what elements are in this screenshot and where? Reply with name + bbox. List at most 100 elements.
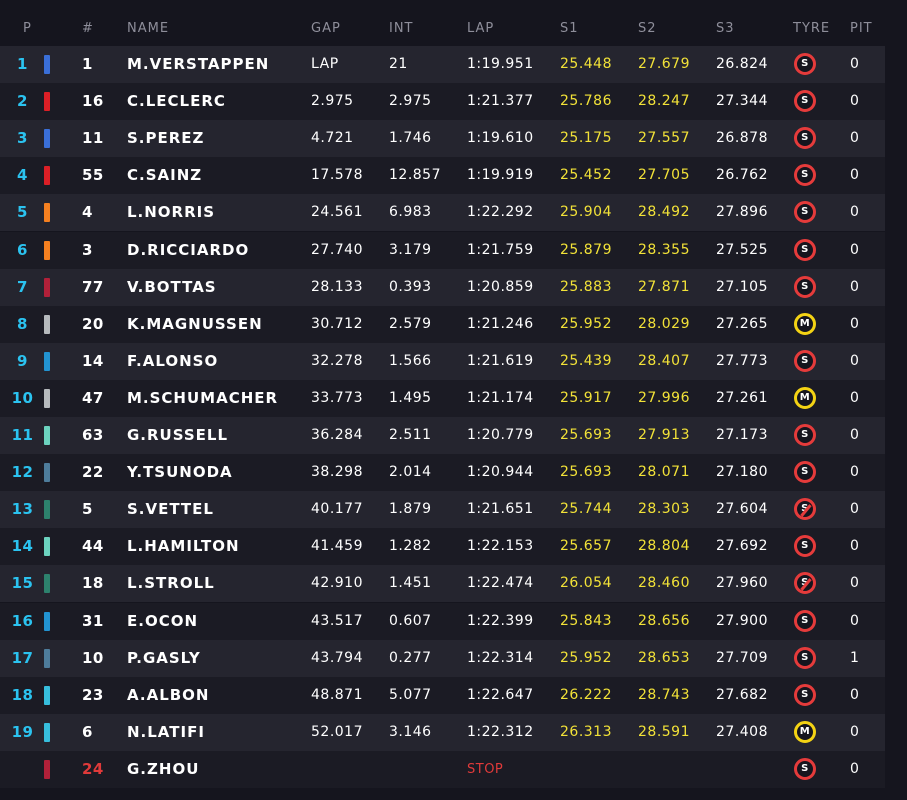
pit-stops-cell: 0 bbox=[850, 760, 860, 777]
interval-cell: 1.495 bbox=[389, 389, 432, 406]
driver-name-cell: A.ALBON bbox=[127, 685, 210, 704]
last-lap-cell: 1:22.292 bbox=[467, 204, 534, 221]
table-row[interactable]: 11 63 G.RUSSELL 36.284 2.511 1:20.779 25.693 27… bbox=[0, 417, 885, 454]
gap-cell: 36.284 bbox=[311, 427, 363, 443]
last-lap-cell: 1:22.647 bbox=[467, 686, 534, 703]
position-cell: 5 bbox=[17, 203, 28, 222]
sector-3-cell: 27.525 bbox=[716, 241, 768, 258]
table-row[interactable]: 13 5 S.VETTEL 40.177 1.879 1:21.651 25.744 28.3… bbox=[0, 491, 885, 529]
driver-number-cell: 3 bbox=[82, 240, 93, 259]
tyre-compound-icon: S bbox=[794, 164, 816, 187]
team-color-bar bbox=[44, 240, 50, 260]
sector-1-cell: 25.693 bbox=[560, 464, 612, 481]
pit-stops-cell: 0 bbox=[850, 723, 860, 740]
sector-2-cell: 28.029 bbox=[638, 315, 690, 332]
interval-cell: 0.607 bbox=[389, 612, 432, 629]
last-lap-cell: 1:21.377 bbox=[467, 93, 534, 110]
driver-name-cell: M.VERSTAPPEN bbox=[127, 55, 270, 73]
gap-cell: 42.910 bbox=[311, 575, 363, 592]
sector-3-cell: 27.709 bbox=[716, 649, 768, 666]
sector-3-cell: 27.173 bbox=[716, 427, 768, 443]
interval-cell: 21 bbox=[389, 56, 408, 72]
sector-3-cell: 27.265 bbox=[716, 315, 768, 332]
gap-cell: 52.017 bbox=[311, 723, 363, 740]
sector-3-cell: 27.896 bbox=[716, 204, 768, 221]
position-cell: 16 bbox=[11, 611, 34, 630]
sector-2-cell: 27.871 bbox=[638, 278, 690, 295]
pit-stops-cell: 0 bbox=[850, 501, 860, 518]
table-row[interactable]: 14 44 L.HAMILTON 41.459 1.282 1:22.153 25.657 2… bbox=[0, 528, 885, 566]
table-row[interactable]: 3 11 S.PEREZ 4.721 1.746 1:19.610 25.175 27.557… bbox=[0, 120, 885, 158]
table-row[interactable]: 15 18 L.STROLL 42.910 1.451 1:22.474 26.054 28.… bbox=[0, 565, 885, 603]
last-lap-cell: 1:21.246 bbox=[467, 315, 534, 332]
sector-1-cell: 25.917 bbox=[560, 389, 612, 406]
sector-1-cell: 25.843 bbox=[560, 612, 612, 629]
team-color-bar bbox=[44, 277, 50, 297]
sector-1-cell: 25.786 bbox=[560, 93, 612, 110]
table-row[interactable]: 1 1 M.VERSTAPPEN LAP 21 1:19.951 25.448 27.679 2… bbox=[0, 46, 885, 83]
last-lap-cell: 1:21.759 bbox=[467, 241, 534, 258]
pit-stops-cell: 0 bbox=[850, 686, 860, 703]
position-cell: 18 bbox=[11, 685, 34, 704]
sector-3-cell: 26.824 bbox=[716, 56, 768, 72]
table-row[interactable]: 5 4 L.NORRIS 24.561 6.983 1:22.292 25.904 28.49… bbox=[0, 194, 885, 232]
table-row[interactable]: 10 47 M.SCHUMACHER 33.773 1.495 1:21.174 25.91… bbox=[0, 379, 885, 417]
tyre-compound-icon: S bbox=[794, 757, 816, 780]
table-row[interactable]: 9 14 F.ALONSO 32.278 1.566 1:21.619 25.439 28.4… bbox=[0, 342, 885, 380]
header-interval: INT bbox=[389, 21, 414, 36]
team-color-bar bbox=[44, 648, 50, 668]
tyre-compound-icon: S bbox=[794, 275, 816, 298]
interval-cell: 5.077 bbox=[389, 686, 432, 703]
gap-cell: 38.298 bbox=[311, 464, 363, 481]
sector-2-cell: 27.913 bbox=[638, 427, 690, 443]
table-row[interactable]: 18 23 A.ALBON 48.871 5.077 1:22.647 26.222 28.7… bbox=[0, 676, 885, 714]
interval-cell: 0.393 bbox=[389, 278, 432, 295]
table-row[interactable]: 12 22 Y.TSUNODA 38.298 2.014 1:20.944 25.693 28… bbox=[0, 454, 885, 492]
table-row[interactable]: 16 31 E.OCON 43.517 0.607 1:22.399 25.843 28.65… bbox=[0, 602, 885, 640]
table-row[interactable]: 6 3 D.RICCIARDO 27.740 3.179 1:21.759 25.879 28… bbox=[0, 231, 885, 269]
last-lap-cell: 1:21.619 bbox=[467, 352, 534, 369]
table-row[interactable]: 17 10 P.GASLY 43.794 0.277 1:22.314 25.952 28.6… bbox=[0, 639, 885, 677]
driver-name-cell: V.BOTTAS bbox=[127, 277, 217, 296]
sector-1-cell: 25.693 bbox=[560, 427, 612, 443]
table-row[interactable]: 24 G.ZHOU STOP S 0 bbox=[0, 750, 885, 788]
team-color-bar bbox=[44, 426, 50, 445]
table-row[interactable]: 7 77 V.BOTTAS 28.133 0.393 1:20.859 25.883 27.8… bbox=[0, 268, 885, 306]
driver-name-cell: C.SAINZ bbox=[127, 166, 203, 185]
position-cell: 7 bbox=[17, 277, 28, 296]
position-cell: 11 bbox=[11, 426, 34, 444]
table-row[interactable]: 2 16 C.LECLERC 2.975 2.975 1:21.377 25.786 28.2… bbox=[0, 83, 885, 121]
table-row[interactable]: 19 6 N.LATIFI 52.017 3.146 1:22.312 26.313 28.5… bbox=[0, 713, 885, 751]
sector-1-cell: 25.452 bbox=[560, 167, 612, 184]
pit-stops-cell: 0 bbox=[850, 538, 860, 555]
team-color-bar bbox=[44, 166, 50, 186]
tyre-compound-icon: S bbox=[794, 609, 816, 632]
header-number: # bbox=[82, 21, 94, 36]
tyre-compound-icon: S bbox=[794, 646, 816, 669]
table-row[interactable]: 8 20 K.MAGNUSSEN 30.712 2.579 1:21.246 25.952 2… bbox=[0, 305, 885, 343]
sector-2-cell: 28.247 bbox=[638, 93, 690, 110]
header-sector-3: S3 bbox=[716, 21, 735, 36]
tyre-compound-icon: S bbox=[794, 461, 816, 484]
interval-cell: 12.857 bbox=[389, 167, 441, 184]
team-color-bar bbox=[44, 537, 50, 557]
driver-name-cell: N.LATIFI bbox=[127, 722, 205, 741]
driver-number-cell: 55 bbox=[82, 166, 104, 185]
table-row[interactable]: 4 55 C.SAINZ 17.578 12.857 1:19.919 25.452 27.7… bbox=[0, 157, 885, 195]
interval-cell: 2.579 bbox=[389, 315, 432, 332]
driver-name-cell: E.OCON bbox=[127, 611, 199, 630]
pit-stops-cell: 0 bbox=[850, 315, 860, 332]
driver-number-cell: 10 bbox=[82, 648, 104, 667]
sector-2-cell: 27.679 bbox=[638, 56, 690, 72]
team-color-bar bbox=[44, 574, 50, 594]
position-cell: 6 bbox=[17, 240, 28, 259]
sector-1-cell: 25.448 bbox=[560, 56, 612, 72]
gap-cell: LAP bbox=[311, 56, 339, 72]
position-cell: 12 bbox=[11, 463, 34, 482]
driver-name-cell: S.VETTEL bbox=[127, 500, 214, 519]
sector-3-cell: 27.105 bbox=[716, 278, 768, 295]
interval-cell: 0.277 bbox=[389, 649, 432, 666]
sector-2-cell: 28.303 bbox=[638, 501, 690, 518]
last-lap-cell: 1:22.399 bbox=[467, 612, 534, 629]
interval-cell: 1.746 bbox=[389, 130, 432, 147]
